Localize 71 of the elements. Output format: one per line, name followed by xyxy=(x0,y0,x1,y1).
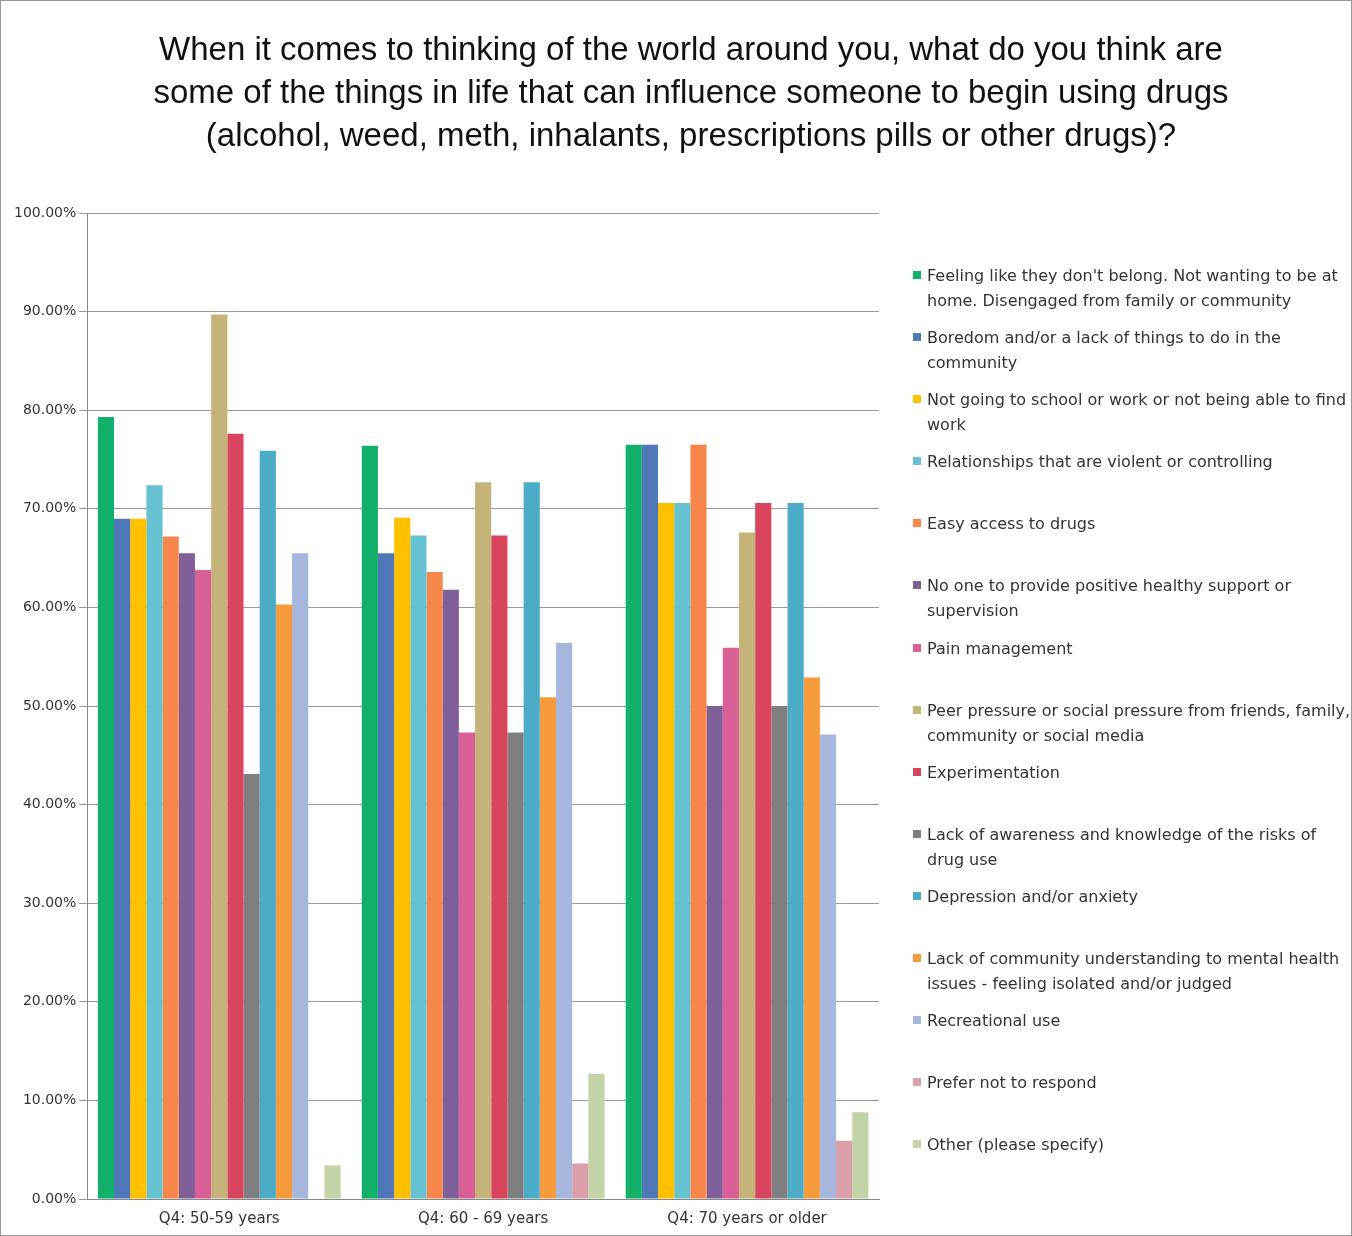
bar xyxy=(292,553,309,1199)
y-tick-label: 10.00% xyxy=(22,1091,77,1108)
bar xyxy=(803,677,820,1199)
bar xyxy=(394,517,411,1199)
bar xyxy=(259,450,276,1199)
y-tick-label: 0.00% xyxy=(31,1189,77,1206)
bar xyxy=(555,642,573,1199)
y-tick-label: 70.00% xyxy=(22,499,77,516)
bar xyxy=(836,1140,853,1199)
x-tick-label: Q4: 60 - 69 years xyxy=(417,1208,549,1227)
bar xyxy=(706,706,723,1199)
bar xyxy=(178,553,195,1199)
legend-label: Lack of community understanding to mental health issues - feeling isolated and/or judged xyxy=(927,948,1341,996)
bar xyxy=(572,1163,589,1199)
bar xyxy=(755,502,772,1199)
bar xyxy=(491,535,508,1199)
bar xyxy=(114,518,131,1199)
bar xyxy=(275,604,293,1199)
bar xyxy=(162,536,179,1199)
bar xyxy=(625,444,642,1199)
bar xyxy=(426,571,443,1199)
bar xyxy=(475,482,492,1199)
bar xyxy=(130,518,147,1199)
legend-label: Peer pressure or social pressure from friends, family, community or social media xyxy=(927,699,1351,747)
legend-label: Prefer not to respond xyxy=(927,1072,1097,1095)
legend-label: Feeling like they don't belong. Not wanting to be at home. Disengaged from family or community xyxy=(927,265,1339,312)
bar xyxy=(588,1073,605,1199)
bar xyxy=(641,444,659,1199)
legend-label: Boredom and/or a lack of things to do in the community xyxy=(927,327,1282,375)
chart-title: When it comes to thinking of the world around you, what do you think are some of the things in life that can influence someone to begin using drugs (alcohol, weed, meth, inhalants, prescriptions pills or other drugs)? xyxy=(152,29,1230,155)
y-tick-label: 20.00% xyxy=(22,992,77,1009)
bar xyxy=(211,314,228,1199)
legend-label: Easy access to drugs xyxy=(927,513,1096,536)
bar xyxy=(722,647,739,1199)
x-tick-label: Q4: 50-59 years xyxy=(158,1208,280,1227)
bar xyxy=(523,482,540,1199)
y-tick-label: 50.00% xyxy=(22,696,77,713)
legend-label: Other (please specify) xyxy=(927,1134,1104,1157)
bar xyxy=(410,535,427,1199)
bar xyxy=(674,502,691,1199)
legend-label: Lack of awareness and knowledge of the risks of drug use xyxy=(927,823,1318,871)
y-tick-label: 90.00% xyxy=(22,302,77,319)
legend-label: Not going to school or work or not being able to find work xyxy=(927,389,1348,437)
bar xyxy=(146,485,163,1199)
bar xyxy=(539,697,556,1199)
bar xyxy=(227,433,244,1199)
bar xyxy=(194,569,212,1199)
bar xyxy=(442,589,459,1199)
y-tick-label: 30.00% xyxy=(22,893,77,910)
legend-label: Depression and/or anxiety xyxy=(927,885,1138,908)
bar xyxy=(738,532,756,1199)
y-tick-label: 80.00% xyxy=(22,400,77,417)
legend-label: Pain management xyxy=(927,637,1073,660)
legend-label: Recreational use xyxy=(927,1010,1061,1033)
bar xyxy=(787,502,804,1199)
bar xyxy=(852,1112,869,1199)
bar xyxy=(324,1165,341,1199)
x-tick-label: Q4: 70 years or older xyxy=(667,1208,828,1227)
legend-label: Relationships that are violent or controlling xyxy=(927,451,1273,474)
bar xyxy=(658,502,675,1199)
y-tick-label: 40.00% xyxy=(22,795,77,812)
bar xyxy=(690,444,707,1199)
y-tick-label: 100.00% xyxy=(13,203,77,220)
legend-label: Experimentation xyxy=(927,761,1060,784)
bar xyxy=(361,445,378,1199)
y-tick-label: 60.00% xyxy=(22,598,77,615)
bar xyxy=(97,417,115,1199)
bar xyxy=(819,734,837,1199)
legend-label: No one to provide positive healthy support or supervision xyxy=(927,575,1292,623)
bar xyxy=(377,553,395,1199)
bar xyxy=(458,732,476,1199)
